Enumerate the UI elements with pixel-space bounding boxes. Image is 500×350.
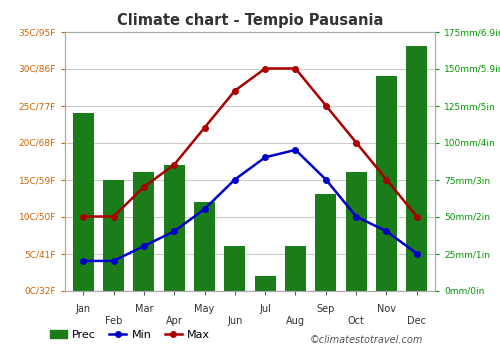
Bar [133,172,154,290]
Bar [103,180,124,290]
Title: Climate chart - Tempio Pausania: Climate chart - Tempio Pausania [117,13,383,28]
Text: Mar: Mar [134,304,153,314]
Bar [315,194,336,290]
Text: Nov: Nov [377,304,396,314]
Bar [72,113,94,290]
Bar [285,246,306,290]
Bar [224,246,246,290]
Text: Jan: Jan [76,304,91,314]
Text: May: May [194,304,214,314]
Text: Aug: Aug [286,316,305,327]
Text: Oct: Oct [348,316,364,327]
Text: Feb: Feb [105,316,122,327]
Bar [406,46,427,290]
Bar [346,172,367,290]
Text: ©climatestotravel.com: ©climatestotravel.com [310,335,424,345]
Text: Dec: Dec [408,316,426,327]
Text: Jun: Jun [227,316,242,327]
Text: Jul: Jul [259,304,271,314]
Bar [254,276,276,290]
Legend: Prec, Min, Max: Prec, Min, Max [46,326,214,344]
Bar [194,202,215,290]
Text: Apr: Apr [166,316,182,327]
Text: Sep: Sep [316,304,335,314]
Bar [164,165,185,290]
Bar [376,76,397,290]
